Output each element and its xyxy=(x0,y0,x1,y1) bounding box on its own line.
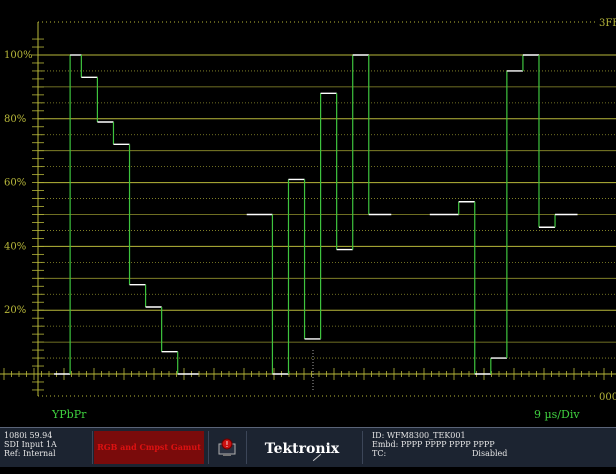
input-status: 1080i 59.94 SDI Input 1A Ref: Internal xyxy=(4,431,92,464)
separator xyxy=(362,431,363,464)
input-source: SDI Input 1A xyxy=(4,440,57,449)
svg-text:!: ! xyxy=(225,440,228,449)
device-id: ID: WFM8300_TEK001 xyxy=(372,431,466,440)
y-axis-tick-label: 20% xyxy=(4,305,26,316)
separator xyxy=(246,431,247,464)
mode-label: YPbPr xyxy=(51,408,87,421)
embedded-audio-status: Embd: PPPP PPPP PPPP PPPP xyxy=(372,440,495,449)
waveform-graticule: 3FF 100% 80% 60% 40% 20% 000 YPbPr 9 µs/Div xyxy=(0,18,616,421)
separator xyxy=(92,431,93,464)
monitor-alarm-icon[interactable]: ! xyxy=(212,431,242,464)
video-format: 1080i 59.94 xyxy=(4,431,53,440)
y-axis-tick-label: 60% xyxy=(4,178,26,189)
waveform-display: 3FF 100% 80% 60% 40% 20% 000 YPbPr 9 µs/Div xyxy=(0,18,616,421)
y-axis-tick-label: 80% xyxy=(4,114,26,125)
timecode-status: TC: Disabled xyxy=(372,449,508,458)
y-axis-tick-label: 100% xyxy=(4,50,33,61)
corner-value-top: 3FF xyxy=(599,18,616,29)
brand-logo: Tektronix xyxy=(264,441,340,457)
sweep-label: 9 µs/Div xyxy=(534,408,580,421)
gamut-alarm[interactable]: RGB and Cmpst Gamut xyxy=(94,431,204,464)
device-info: ID: WFM8300_TEK001 Embd: PPPP PPPP PPPP … xyxy=(372,431,612,464)
y-axis-tick-label: 40% xyxy=(4,241,26,252)
separator xyxy=(208,431,209,464)
status-bar: 1080i 59.94 SDI Input 1A Ref: Internal R… xyxy=(0,427,616,467)
reference-source: Ref: Internal xyxy=(4,449,56,458)
corner-value-bottom: 000 xyxy=(599,392,616,403)
